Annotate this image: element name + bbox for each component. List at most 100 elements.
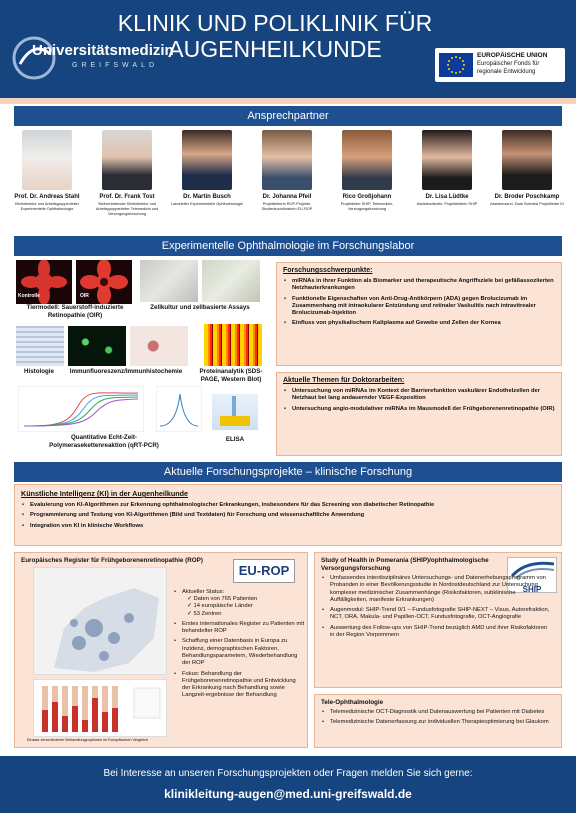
contact-card: Prof. Dr. Andreas Stahl Klinikdirektor u… <box>10 130 84 212</box>
rop-check: ✓ Daten von 765 Patienten <box>173 596 305 603</box>
person-photo <box>22 130 72 190</box>
contact-card: Dr. Johanna Pfeil Projektleiterin ROP-Pr… <box>250 130 324 212</box>
rop-check: ✓ 14 europäische Länder <box>173 603 305 610</box>
contact-name: Prof. Dr. Frank Tost <box>99 194 155 200</box>
box-schwerpunkte: Forschungsschwerpunkte: miRNAs in ihrer … <box>276 262 562 366</box>
caption-protein: Proteinanalytik (SDS-PAGE, Western Blot) <box>199 368 263 383</box>
person-photo <box>102 130 152 190</box>
list-item: Einfluss von physikalischem Kaltplasma a… <box>283 320 555 328</box>
box-themen: Aktuelle Themen für Doktorarbeiten: Unte… <box>276 372 562 456</box>
caption-elisa: ELISA <box>225 436 245 443</box>
person-photo <box>342 130 392 190</box>
themen-title: Aktuelle Themen für Doktorarbeiten: <box>283 377 405 384</box>
schwerpunkte-list: miRNAs in ihrer Funktion als Biomarker u… <box>283 278 555 328</box>
rop-title: Europäisches Register für Frühgeborenenr… <box>21 557 203 564</box>
immunohistochemistry-image <box>130 326 188 366</box>
contact-card: Prof. Dr. Frank Tost Stellvertretender K… <box>90 130 164 217</box>
list-item: miRNAs in ihrer Funktion als Biomarker u… <box>283 278 555 293</box>
eu-flag-icon <box>439 53 473 77</box>
contact-name: Dr. Lisa Lüdtke <box>425 194 469 200</box>
caption-tiermodell: Tiermodell: Sauerstoff-induzierte Retino… <box>26 304 124 319</box>
protein-gel-image <box>204 324 262 366</box>
contact-name: Dr. Johanna Pfeil <box>262 194 312 200</box>
contact-email-link[interactable]: klinikleitung-augen@med.uni-greifswald.d… <box>164 787 412 801</box>
footer: Bei Interesse an unseren Forschungsproje… <box>0 756 576 813</box>
rop-check-label: Daten von 765 Patienten <box>193 596 258 603</box>
caption-zellkultur: Zellkultur und zellbasierte Assays <box>150 304 250 311</box>
logo-subtext: GREIFSWALD <box>72 62 159 69</box>
footer-text: Bei Interesse an unseren Forschungsproje… <box>103 768 473 779</box>
rop-check-label: 14 europäische Länder <box>193 603 253 610</box>
contact-role: Stellvertretender Klinikdirektor und Arb… <box>95 202 159 216</box>
contact-name: Rico Großjohann <box>342 194 392 200</box>
contact-card: Dr. Martin Busch Laborleiter Experimente… <box>170 130 244 207</box>
eu-line2: regionale Entwicklung <box>477 69 536 75</box>
ki-list: Evaluierung von KI-Algorithmen zur Erken… <box>21 502 555 530</box>
contact-role: Klinikdirektor und Arbeitsgruppenleiter … <box>15 202 79 211</box>
section-heading-contacts: Ansprechpartner <box>14 106 562 126</box>
contact-role: Assistenzärztin, Projektleiterin SHIP <box>416 202 478 206</box>
person-photo <box>262 130 312 190</box>
contact-name: Prof. Dr. Andreas Stahl <box>14 194 80 200</box>
contact-name: Dr. Martin Busch <box>183 194 231 200</box>
list-item: Telemedizinische Datenerfassung zur indi… <box>321 719 555 727</box>
list-item: Integration von KI in klinische Workflow… <box>21 523 555 531</box>
flatmount-icon <box>80 260 128 304</box>
histology-image <box>16 326 64 366</box>
treatment-bar-chart <box>33 679 167 737</box>
contact-role: Projektleiterin ROP-Projekte, Studienkoo… <box>261 202 313 211</box>
list-item: Auswertung des Follow-ups von SHIP-Trend… <box>321 625 551 640</box>
header-stripe <box>0 98 576 104</box>
section-heading-projects: Aktuelle Forschungsprojekte – klinische … <box>14 462 562 482</box>
box-ship: Study of Health in Pomerania (SHIP)/opht… <box>314 552 562 688</box>
list-item: Telemedizinische OCT-Diagnostik und Date… <box>321 709 555 717</box>
europ-logo: EU-ROP <box>233 559 295 583</box>
caption-qpcr: Quantitative Echt-Zeit-Polymerasekettenr… <box>49 434 159 449</box>
eu-badge: EUROPÄISCHE UNION Europäischer Fonds für… <box>435 48 565 82</box>
rop-check: ✓ 53 Zentren <box>173 611 305 618</box>
tele-title: Tele-Ophthalmologie <box>321 699 384 706</box>
check-icon: ✓ <box>187 603 194 610</box>
label-oir: OIR <box>80 293 89 299</box>
tele-list: Telemedizinische OCT-Diagnostik und Date… <box>321 709 555 727</box>
cell-culture-image-1 <box>140 260 198 302</box>
contact-role: Projektleiter SHIP, Telemedizin, Versorg… <box>340 202 394 211</box>
check-icon: ✓ <box>187 610 194 617</box>
logo-emblem-icon <box>12 36 56 80</box>
eu-line1: Europäischer Fonds für <box>477 61 540 67</box>
contact-role: Assistenzarzt, Data Scientist Projektlei… <box>490 202 564 206</box>
caption-immun: Immunfluoreszenz/Immunhistochemie <box>69 368 183 375</box>
label-kontrolle: Kontrolle <box>18 293 40 299</box>
stacked-bars-icon <box>42 686 161 732</box>
check-icon: ✓ <box>187 596 194 603</box>
list-item: Untersuchung angio-modulativer miRNAs im… <box>283 406 555 414</box>
contact-card: Rico Großjohann Projektleiter SHIP, Tele… <box>330 130 404 212</box>
lab-image-panel: Kontrolle OIR Tiermodell: Sauerstoff-ind… <box>14 258 272 454</box>
pipette-icon <box>220 396 250 426</box>
list-item: Fokus: Behandlung der Frühgeborenenretin… <box>173 671 305 700</box>
flatmount-icon <box>21 260 67 304</box>
contact-role: Laborleiter Experimentelle Ophthalmologi… <box>171 202 243 206</box>
rop-list: Erstes internationales Register zu Patie… <box>173 621 305 700</box>
list-item: Funktionelle Eigenschaften von Anti-Drug… <box>283 296 555 318</box>
europe-map-image <box>33 567 167 675</box>
list-item: Umfassendes interdisziplinäres Untersuch… <box>321 575 551 604</box>
eu-title: EUROPÄISCHE UNION <box>477 52 548 59</box>
schwerpunkte-title: Forschungsschwerpunkte: <box>283 267 373 274</box>
list-item: Erstes internationales Register zu Patie… <box>173 621 305 636</box>
cell-culture-image-2 <box>202 260 260 302</box>
list-item: Untersuchung von miRNAs im Kontext der B… <box>283 388 555 403</box>
contact-card: Dr. Lisa Lüdtke Assistenzärztin, Projekt… <box>410 130 484 207</box>
map-icon <box>54 588 159 672</box>
list-item: Programmierung und Testung von KI-Algori… <box>21 512 555 520</box>
section-heading-lab: Experimentelle Ophthalmologie im Forschu… <box>14 236 562 256</box>
caption-histologie: Histologie <box>24 368 54 375</box>
contact-card: Dr. Broder Poschkamp Assistenzarzt, Data… <box>490 130 564 207</box>
box-tele: Tele-Ophthalmologie Telemedizinische OCT… <box>314 694 562 748</box>
ship-title: Study of Health in Pomerania (SHIP)/opht… <box>321 557 489 572</box>
page-title: KLINIK UND POLIKLINIK FÜR AUGENHEILKUNDE <box>117 10 433 62</box>
qpcr-plot <box>18 386 144 432</box>
retina-image-control: Kontrolle <box>16 260 72 304</box>
university-logo: Universitätsmedizin GREIFSWALD <box>10 34 174 82</box>
rop-chart-caption: Einsatz verschiedener Behandlungsoptione… <box>27 738 149 742</box>
